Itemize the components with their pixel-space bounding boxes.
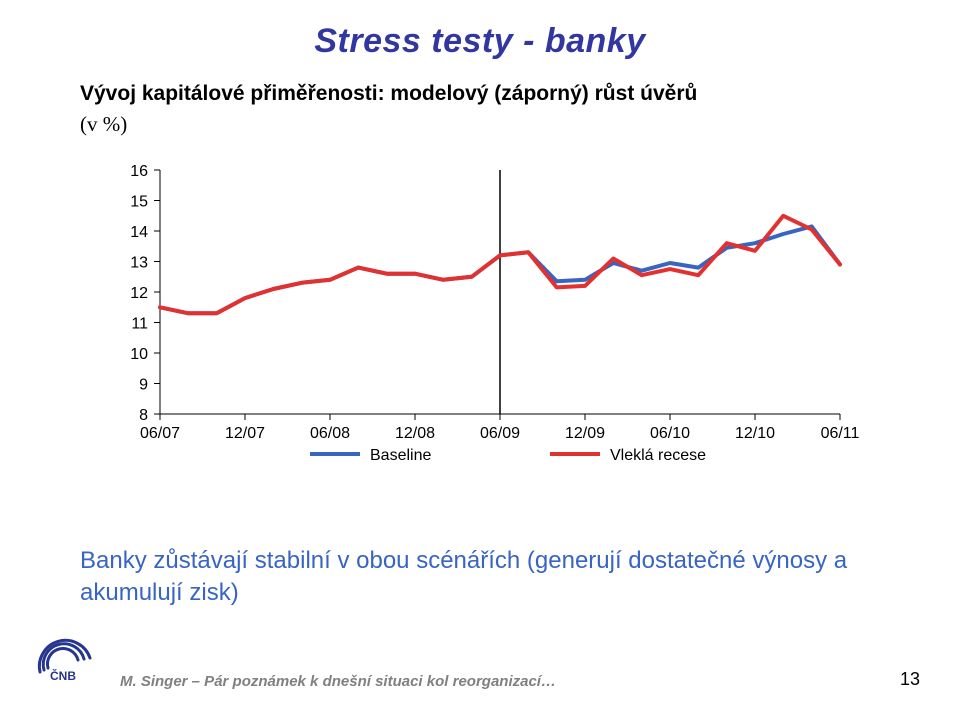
svg-text:06/07: 06/07 (140, 425, 180, 442)
svg-text:12/10: 12/10 (735, 425, 775, 442)
subtitle-line-2: (v %) (80, 112, 127, 137)
svg-text:12/09: 12/09 (565, 425, 605, 442)
subtitle-line-1: Vývoj kapitálové přiměřenosti: modelový … (80, 82, 697, 106)
svg-text:06/08: 06/08 (310, 425, 350, 442)
svg-text:12: 12 (130, 285, 148, 302)
page-number: 13 (900, 669, 920, 690)
svg-text:Vleklá recese: Vleklá recese (610, 447, 706, 464)
svg-text:10: 10 (130, 346, 148, 363)
capital-adequacy-chart: 8 9 10 11 12 13 14 15 16 06/07 12/07 06/08 12/08 06/0… (100, 160, 860, 480)
svg-text:16: 16 (130, 163, 148, 180)
cnb-logo-icon: ČNB (30, 630, 100, 680)
svg-text:8: 8 (139, 407, 148, 424)
svg-text:12/08: 12/08 (395, 425, 435, 442)
svg-text:06/10: 06/10 (650, 425, 690, 442)
slide-title: Stress testy - banky (0, 22, 960, 61)
svg-text:06/11: 06/11 (821, 425, 860, 442)
svg-text:Baseline: Baseline (370, 447, 431, 464)
svg-text:14: 14 (130, 224, 148, 241)
footer-text: M. Singer – Pár poznámek k dnešní situac… (120, 673, 556, 690)
svg-text:15: 15 (130, 194, 148, 211)
svg-text:12/07: 12/07 (225, 425, 265, 442)
svg-text:9: 9 (139, 377, 148, 394)
svg-text:13: 13 (130, 255, 148, 272)
conclusion-text: Banky zůstávají stabilní v obou scénáříc… (80, 545, 880, 610)
svg-text:ČNB: ČNB (50, 668, 76, 680)
svg-text:11: 11 (131, 316, 148, 333)
svg-text:06/09: 06/09 (480, 425, 520, 442)
